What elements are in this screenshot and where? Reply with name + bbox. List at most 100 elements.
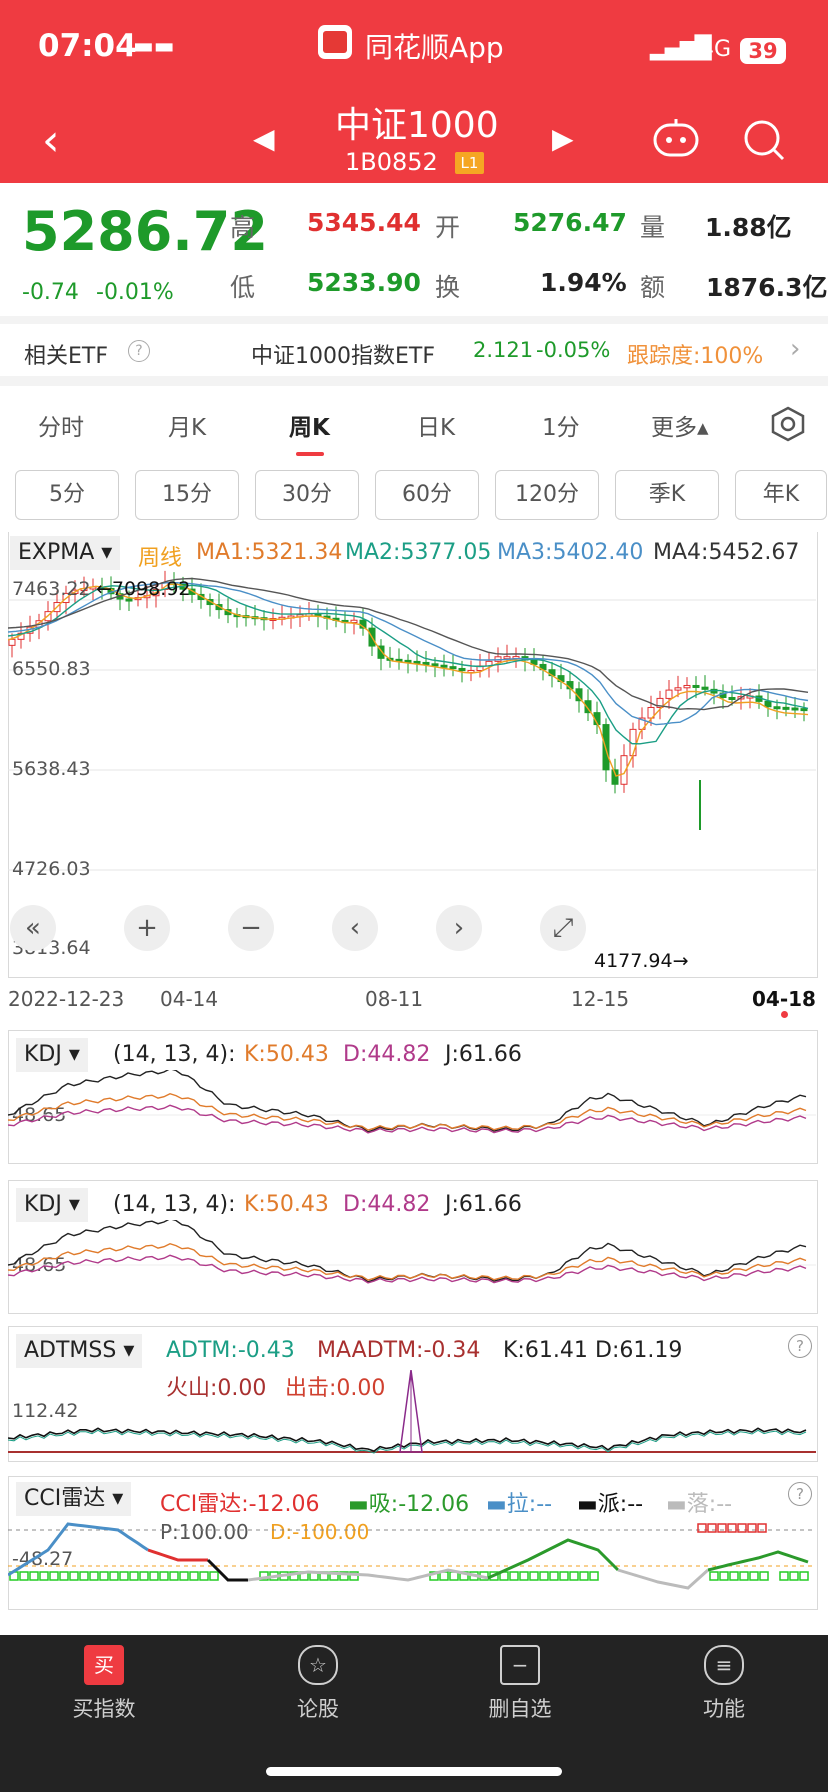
tab-1min[interactable]: 1分 [542, 415, 580, 441]
rewind-button[interactable]: « [10, 905, 56, 951]
adtmss-panel [8, 1326, 818, 1462]
adtmss-name: ADTMSS [24, 1338, 117, 1363]
help-icon[interactable]: ? [788, 1482, 812, 1506]
maadtm-line [8, 1429, 807, 1454]
candle-body [350, 619, 358, 624]
ma-line-1 [8, 583, 809, 777]
nav-discussion[interactable]: ☆ 论股 [258, 1645, 378, 1723]
x-tick-1: 2022-12-23 [8, 987, 125, 1011]
nav-remove-watchlist[interactable]: − 删自选 [460, 1645, 580, 1723]
nav-functions[interactable]: ≡ 功能 [664, 1645, 784, 1723]
related-etf-row[interactable]: 相关ETF ? 中证1000指数ETF 2.121 -0.05% 跟踪度:100… [0, 324, 828, 376]
low-label: 低 [230, 273, 256, 302]
etf-change: -0.05% [536, 338, 611, 362]
open-label: 开 [435, 213, 461, 242]
nav-buy-index[interactable]: 买 买指数 [44, 1645, 164, 1723]
etf-tracking: 跟踪度:100% [627, 344, 764, 369]
zoom-out-button[interactable]: − [228, 905, 274, 951]
settings-hexagon-icon[interactable] [770, 406, 806, 442]
cci-marker [739, 1571, 749, 1581]
kdj1-dropdown[interactable]: KDJ ▾ [16, 1038, 88, 1072]
tab-daily-k[interactable]: 日K [417, 415, 456, 441]
cci-xi-value: ▬吸:-12.06 [348, 1492, 470, 1517]
high-label: 高 [230, 213, 256, 242]
prev-stock-button[interactable]: ◀ [253, 122, 275, 155]
cci-marker [559, 1571, 569, 1581]
battery-icon: 39 [740, 38, 786, 64]
app-logo-icon [318, 25, 352, 59]
cci-marker [719, 1571, 729, 1581]
x-tick-4: 12-15 [571, 987, 630, 1011]
period-120min-button[interactable]: 120分 [495, 470, 599, 520]
kline-chart[interactable] [8, 570, 816, 970]
cci-luo-text: 落:-- [686, 1492, 733, 1517]
back-button[interactable]: ‹ [42, 115, 60, 166]
cci-d100: D:-100.00 [270, 1520, 370, 1544]
cci-marker [529, 1571, 539, 1581]
period-30min-button[interactable]: 30分 [255, 470, 359, 520]
cci-marker [749, 1571, 759, 1581]
x-tick-2: 04-14 [160, 987, 219, 1011]
candle-body [611, 769, 619, 785]
period-quarterly-button[interactable]: 季K [615, 470, 719, 520]
candle-body [458, 667, 466, 672]
robot-icon[interactable] [652, 117, 700, 159]
period-yearly-button[interactable]: 年K [735, 470, 827, 520]
kdj1-chart[interactable] [8, 1070, 816, 1160]
cci-marker [129, 1571, 139, 1581]
stock-code: 1B0852 [345, 148, 438, 176]
ma4-value: MA4:5452.67 [653, 540, 800, 565]
cci-marker [39, 1571, 49, 1581]
kdj2-name: KDJ [24, 1192, 62, 1217]
cci-value: CCI雷达:-12.06 [160, 1492, 320, 1517]
cci-marker [509, 1571, 519, 1581]
adtmss-level: 112.42 [12, 1400, 79, 1422]
divider [0, 316, 828, 324]
tab-intraday[interactable]: 分时 [38, 415, 84, 441]
period-15min-button[interactable]: 15分 [135, 470, 239, 520]
cci-dropdown[interactable]: CCI雷达 ▾ [16, 1482, 132, 1516]
cci-marker-red [707, 1523, 717, 1533]
cci-name: CCI雷达 [24, 1486, 106, 1511]
cci-marker [519, 1571, 529, 1581]
adtmss-chart[interactable] [8, 1370, 816, 1458]
cci-marker-red [697, 1523, 707, 1533]
adtmss-dropdown[interactable]: ADTMSS ▾ [16, 1334, 143, 1368]
next-stock-button[interactable]: ▶ [552, 122, 574, 155]
tab-weekly-k[interactable]: 周K [289, 415, 330, 441]
help-icon[interactable]: ? [128, 340, 150, 362]
tab-more[interactable]: 更多▴ [651, 415, 709, 441]
candle-body [683, 684, 691, 689]
zoom-in-button[interactable]: + [124, 905, 170, 951]
kdj2-d: D:44.82 [343, 1192, 431, 1217]
scroll-left-button[interactable]: ‹ [332, 905, 378, 951]
scroll-right-button[interactable]: › [436, 905, 482, 951]
cci-marker [759, 1571, 769, 1581]
kdj1-d: D:44.82 [343, 1042, 431, 1067]
kdj2-chart[interactable] [8, 1220, 816, 1310]
etf-price: 2.121 [473, 338, 534, 362]
cci-luo-value: ▬落:-- [666, 1492, 733, 1517]
divider [0, 376, 828, 386]
kdj2-j: J:61.66 [445, 1192, 522, 1217]
period-60min-button[interactable]: 60分 [375, 470, 479, 520]
cci-marker [799, 1571, 809, 1581]
cci-marker [199, 1571, 209, 1581]
kdj2-dropdown[interactable]: KDJ ▾ [16, 1188, 88, 1222]
volcano-value: 火山:0.00 [166, 1376, 267, 1401]
min-price-label: 4177.94→ [594, 950, 689, 972]
tab-monthly-k[interactable]: 月K [168, 415, 207, 441]
search-icon[interactable] [742, 118, 786, 162]
indicator-dropdown[interactable]: EXPMA ▾ [10, 536, 121, 570]
cci-marker [89, 1571, 99, 1581]
period-5min-button[interactable]: 5分 [15, 470, 119, 520]
ma-line-4 [8, 577, 809, 711]
help-icon[interactable]: ? [788, 1334, 812, 1358]
cci-chart[interactable] [8, 1510, 816, 1606]
cci-marker [189, 1571, 199, 1581]
kdj1-j: J:61.66 [445, 1042, 522, 1067]
cci-marker [59, 1571, 69, 1581]
cci-segment-2 [147, 1548, 208, 1562]
fullscreen-button[interactable]: ⤢ [540, 905, 586, 951]
adtm-line [8, 1427, 807, 1452]
